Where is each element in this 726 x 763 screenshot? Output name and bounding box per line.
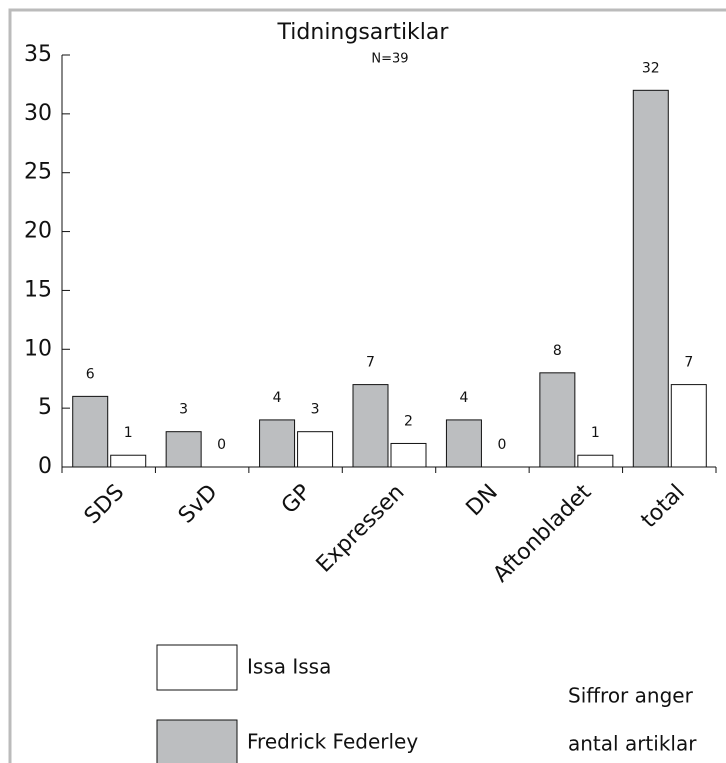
y-tick-label: 25 <box>24 160 52 185</box>
value-label: 1 <box>591 425 600 441</box>
y-tick-label: 15 <box>24 277 52 302</box>
bar <box>539 372 576 468</box>
bar <box>297 431 334 468</box>
x-tick-label: DN <box>462 480 503 521</box>
bar <box>445 419 482 468</box>
bar <box>259 419 296 468</box>
chart-subtitle: N=39 <box>371 52 408 67</box>
x-tick-label: GP <box>277 480 316 519</box>
y-tick-label: 30 <box>24 101 52 126</box>
frame <box>8 8 726 763</box>
annotation: antal artiklar <box>568 732 697 756</box>
legend-swatch <box>156 644 238 691</box>
value-label: 3 <box>179 402 188 418</box>
value-label: 0 <box>217 437 226 453</box>
bar <box>670 384 707 468</box>
y-tick-label: 0 <box>38 454 52 479</box>
y-tick-label: 5 <box>38 395 52 420</box>
bar <box>165 431 202 468</box>
value-label: 4 <box>273 390 282 406</box>
bar <box>390 442 427 468</box>
x-tick-label: SDS <box>80 480 129 529</box>
bar <box>110 454 147 468</box>
bar <box>577 454 614 468</box>
value-label: 1 <box>124 425 133 441</box>
x-tick-label: total <box>637 480 690 533</box>
value-label: 6 <box>86 366 95 382</box>
value-label: 7 <box>684 355 693 371</box>
value-label: 7 <box>366 355 375 371</box>
value-label: 3 <box>311 402 320 418</box>
value-label: 32 <box>642 60 660 76</box>
value-label: 8 <box>553 343 562 359</box>
y-tick-label: 10 <box>24 336 52 361</box>
x-tick-label: Aftonbladet <box>489 480 597 588</box>
legend-label: Issa Issa <box>247 655 331 679</box>
value-label: 4 <box>459 390 468 406</box>
bar <box>72 395 109 468</box>
x-tick-label: Expressen <box>312 480 410 578</box>
chart-title: Tidningsartiklar <box>277 20 450 45</box>
bar <box>632 89 669 468</box>
value-label: 2 <box>404 413 413 429</box>
y-tick-label: 35 <box>24 42 52 67</box>
legend-label: Fredrick Federley <box>247 730 418 754</box>
legend-swatch <box>156 719 238 763</box>
annotation: Siffror anger <box>568 684 694 708</box>
y-tick-label: 20 <box>24 219 52 244</box>
x-tick-label: SvD <box>174 480 223 529</box>
value-label: 0 <box>497 437 506 453</box>
bar <box>352 384 389 468</box>
